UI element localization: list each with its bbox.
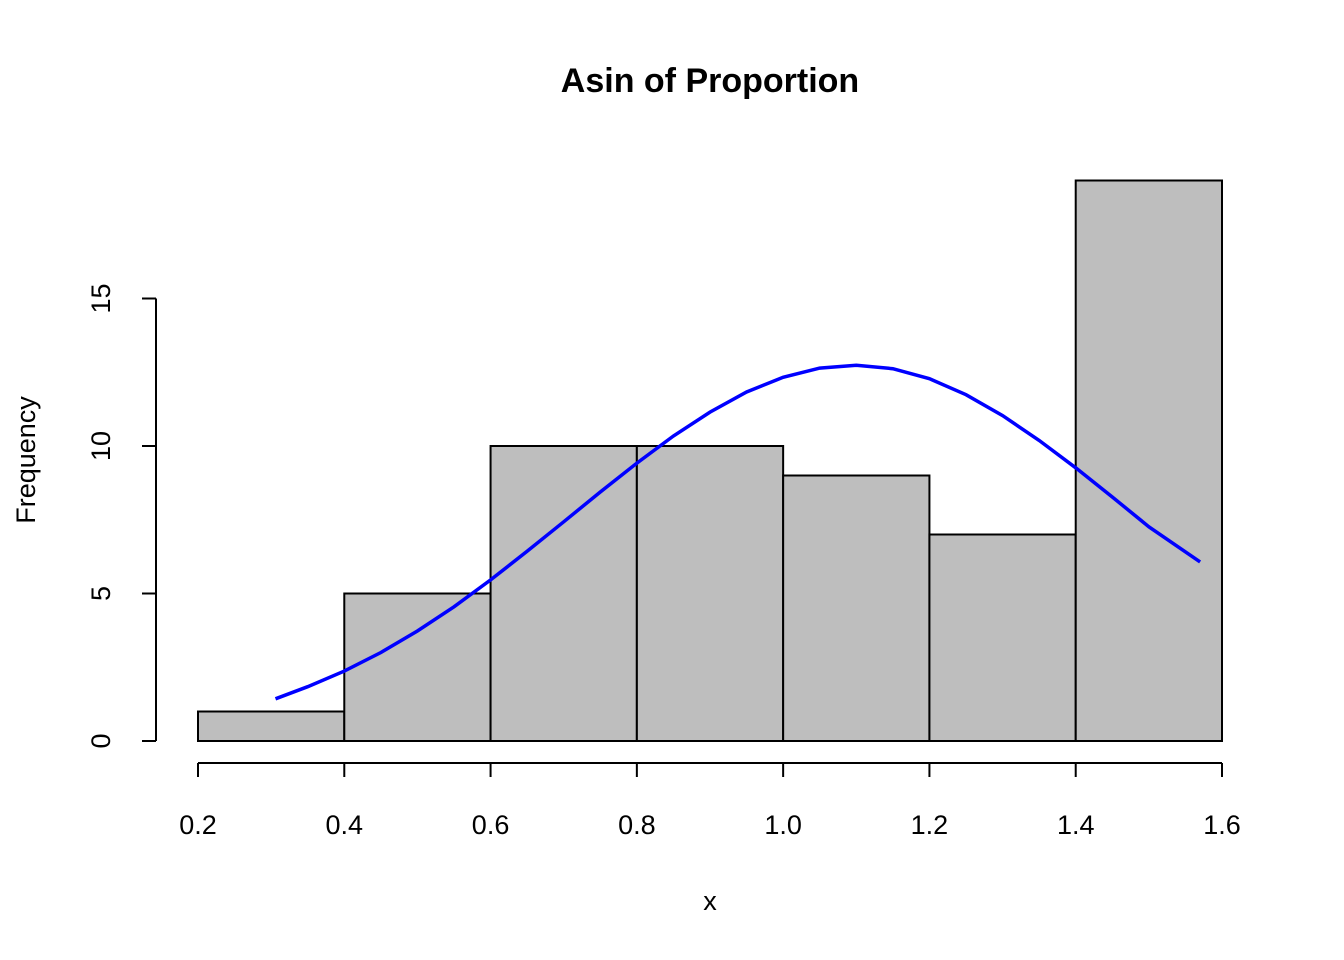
x-tick-label: 1.4 bbox=[1057, 810, 1095, 840]
histogram-bar-3 bbox=[635, 445, 785, 742]
x-tick-label: 1.0 bbox=[764, 810, 802, 840]
x-tick-label: 0.8 bbox=[618, 810, 656, 840]
histogram-bar-4 bbox=[782, 474, 931, 742]
x-tick-label: 0.2 bbox=[179, 810, 217, 840]
histogram-bar-0 bbox=[197, 710, 346, 742]
x-axis-label: x bbox=[703, 886, 717, 916]
histogram-bar-5 bbox=[928, 533, 1077, 742]
y-axis: 0 5 10 15 bbox=[86, 283, 157, 749]
x-tick-label: 1.2 bbox=[911, 810, 949, 840]
chart-title: Asin of Proportion bbox=[561, 62, 859, 100]
y-tick-label: 0 bbox=[86, 733, 116, 748]
curve-group bbox=[274, 363, 1202, 701]
histogram-bar-6 bbox=[1074, 179, 1223, 742]
x-tick-label: 0.4 bbox=[326, 810, 364, 840]
y-tick-label: 5 bbox=[86, 586, 116, 601]
y-axis-label: Frequency bbox=[11, 396, 41, 524]
y-tick-label: 15 bbox=[86, 283, 116, 313]
x-tick-label: 0.6 bbox=[472, 810, 510, 840]
histogram-bar-2 bbox=[489, 445, 638, 742]
x-tick-label: 1.6 bbox=[1203, 810, 1241, 840]
y-tick-label: 10 bbox=[86, 431, 116, 461]
histogram-bar-1 bbox=[343, 592, 492, 742]
density-curve-line bbox=[274, 363, 1202, 701]
bars-group bbox=[197, 179, 1223, 742]
x-axis: 0.2 0.4 0.6 0.8 1.0 1.2 1.4 1.6 bbox=[179, 762, 1241, 840]
